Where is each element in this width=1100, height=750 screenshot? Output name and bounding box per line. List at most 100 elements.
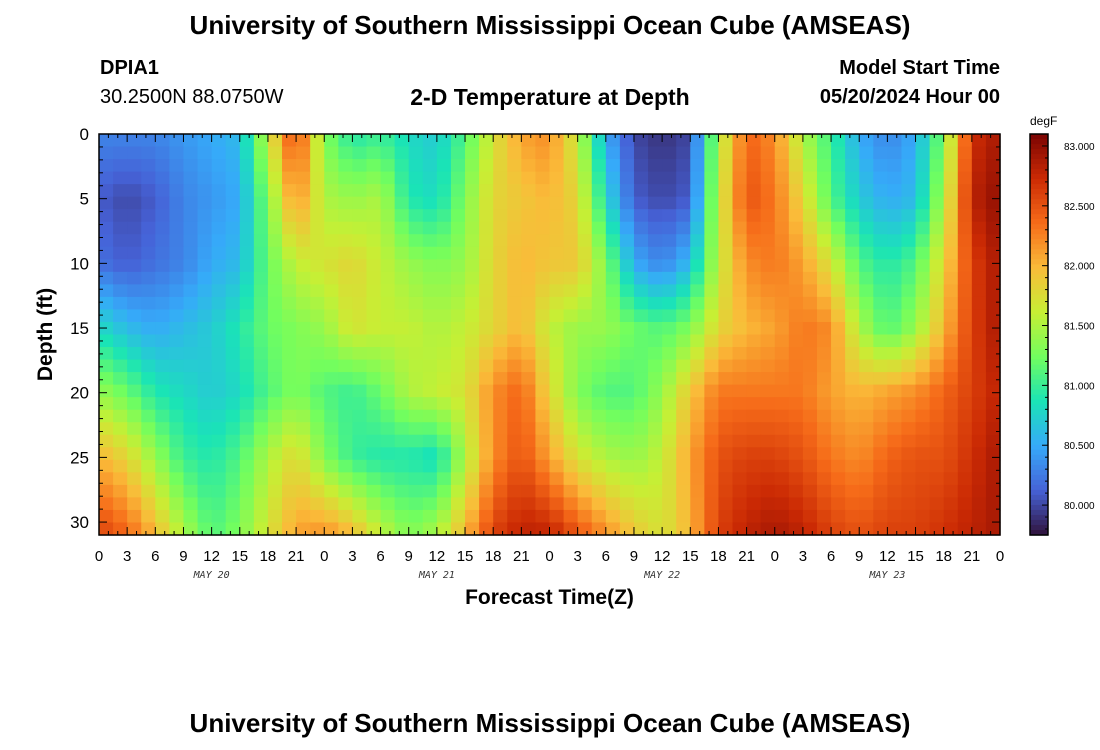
heatmap-cell	[169, 372, 185, 386]
colorbar-band	[1030, 169, 1048, 175]
heatmap-cell	[831, 472, 846, 486]
heatmap-cell	[436, 509, 452, 524]
heatmap-cell	[380, 221, 396, 235]
heatmap-cell	[971, 422, 987, 436]
heatmap-cell	[211, 472, 227, 486]
heatmap-cell	[788, 334, 804, 348]
heatmap-cell	[929, 159, 945, 173]
footer-title: University of Southern Mississippi Ocean…	[189, 708, 911, 738]
heatmap-cell	[788, 472, 804, 486]
heatmap-cell	[816, 296, 832, 311]
heatmap-cell	[788, 409, 804, 423]
heatmap-cell	[380, 459, 396, 473]
heatmap-cell	[99, 271, 114, 285]
heatmap-cell	[718, 134, 734, 148]
heatmap-cell	[521, 509, 537, 524]
heatmap-cell	[732, 509, 748, 524]
heatmap-cell	[788, 171, 804, 185]
heatmap-cell	[183, 372, 199, 386]
heatmap-cell	[113, 484, 128, 499]
heatmap-cell	[141, 472, 156, 486]
heatmap-cell	[352, 284, 368, 298]
heatmap-cell	[253, 146, 269, 160]
heatmap-cell	[971, 221, 987, 235]
colorbar-band	[1030, 479, 1048, 486]
heatmap-cell	[366, 334, 382, 348]
heatmap-cell	[704, 221, 720, 235]
heatmap-cell	[479, 146, 494, 160]
heatmap-cell	[915, 159, 931, 173]
heatmap-cell	[436, 209, 452, 223]
heatmap-cell	[774, 434, 790, 448]
heatmap-cell	[169, 472, 185, 486]
heatmap-cell	[676, 397, 691, 411]
heatmap-cell	[760, 372, 776, 386]
heatmap-cell	[535, 522, 551, 536]
heatmap-cell	[845, 459, 860, 473]
heatmap-cell	[408, 196, 424, 210]
heatmap-cell	[394, 472, 410, 486]
heatmap-cell	[338, 271, 354, 285]
heatmap-cell	[577, 409, 593, 423]
heatmap-cell	[563, 497, 579, 511]
heatmap-cell	[422, 472, 438, 486]
heatmap-cell	[225, 347, 241, 361]
heatmap-cell	[479, 497, 494, 511]
heatmap-cell	[746, 296, 762, 311]
heatmap-cell	[943, 509, 959, 524]
heatmap-cell	[704, 472, 720, 486]
heatmap-cell	[507, 359, 522, 373]
heatmap-cell	[662, 246, 677, 260]
heatmap-cell	[619, 309, 635, 323]
heatmap-cell	[873, 209, 888, 223]
heatmap-cell	[676, 134, 691, 148]
heatmap-cell	[521, 347, 537, 361]
heatmap-cell	[746, 422, 762, 436]
heatmap-cell	[760, 196, 776, 210]
heatmap-cell	[408, 271, 424, 285]
heatmap-cell	[310, 246, 325, 260]
heatmap-cell	[127, 509, 142, 524]
heatmap-cell	[760, 347, 776, 361]
heatmap-cell	[577, 334, 593, 348]
heatmap-cell	[704, 271, 720, 285]
heatmap-cell	[915, 372, 931, 386]
heatmap-cell	[901, 472, 917, 486]
heatmap-cell	[802, 221, 818, 235]
heatmap-cell	[690, 384, 705, 398]
heatmap-cell	[816, 134, 832, 148]
heatmap-cell	[662, 209, 677, 223]
heatmap-cell	[225, 422, 241, 436]
heatmap-cell	[915, 484, 931, 499]
heatmap-cell	[915, 397, 931, 411]
heatmap-cell	[422, 284, 438, 298]
heatmap-cell	[380, 246, 396, 260]
heatmap-cell	[141, 146, 156, 160]
heatmap-cell	[394, 284, 410, 298]
heatmap-cell	[648, 384, 663, 398]
heatmap-cell	[380, 484, 396, 499]
heatmap-cell	[690, 221, 705, 235]
heatmap-cell	[239, 409, 255, 423]
heatmap-cell	[873, 384, 888, 398]
heatmap-cell	[985, 271, 1001, 285]
heatmap-cell	[436, 409, 452, 423]
x-tick-label: 3	[799, 548, 807, 565]
heatmap-cell	[831, 309, 846, 323]
heatmap-cell	[267, 359, 283, 373]
heatmap-cell	[690, 447, 705, 461]
heatmap-cell	[225, 271, 241, 285]
heatmap-cell	[493, 509, 508, 524]
heatmap-cell	[408, 309, 424, 323]
heatmap-cell	[436, 422, 452, 436]
heatmap-cell	[493, 271, 508, 285]
heatmap-cell	[366, 246, 382, 260]
heatmap-cell	[718, 472, 734, 486]
heatmap-cell	[971, 359, 987, 373]
x-tick-label: 15	[682, 548, 699, 565]
heatmap-cell	[549, 196, 565, 210]
heatmap-cell	[774, 347, 790, 361]
heatmap-cell	[253, 484, 269, 499]
heatmap-cell	[408, 146, 424, 160]
heatmap-cell	[887, 447, 903, 461]
